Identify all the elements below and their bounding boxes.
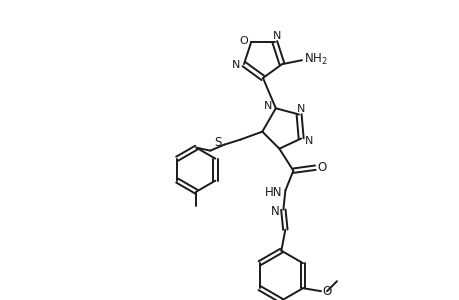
Text: S: S [214, 136, 222, 149]
Text: N: N [231, 60, 240, 70]
Text: O: O [322, 285, 331, 298]
Text: N: N [272, 31, 280, 41]
Text: HN: HN [264, 186, 281, 199]
Text: O: O [239, 36, 248, 46]
Text: N: N [270, 205, 279, 218]
Text: NH$_2$: NH$_2$ [303, 52, 327, 67]
Text: N: N [296, 103, 305, 113]
Text: N: N [263, 101, 271, 111]
Text: O: O [317, 161, 326, 174]
Text: N: N [304, 136, 313, 146]
